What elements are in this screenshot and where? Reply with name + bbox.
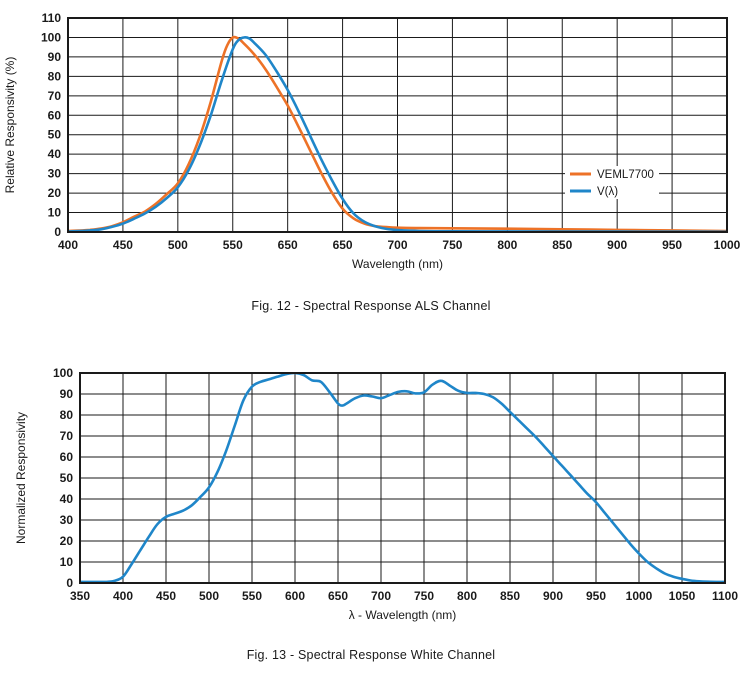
y-axis-title: Relative Responsivity (%) <box>3 57 17 194</box>
x-tick-labels: 400 450 500 550 650 650 700 750 800 850 900 950 1000 <box>58 238 741 252</box>
x-axis-title: Wavelength (nm) <box>352 257 443 271</box>
svg-text:50: 50 <box>48 128 62 142</box>
svg-text:750: 750 <box>414 589 434 603</box>
svg-text:400: 400 <box>113 589 133 603</box>
svg-text:20: 20 <box>60 534 74 548</box>
svg-text:1000: 1000 <box>626 589 653 603</box>
svg-text:100: 100 <box>41 30 61 44</box>
svg-text:500: 500 <box>199 589 219 603</box>
svg-text:600: 600 <box>285 589 305 603</box>
svg-text:750: 750 <box>442 238 462 252</box>
svg-text:80: 80 <box>60 408 74 422</box>
svg-text:60: 60 <box>60 450 74 464</box>
svg-text:550: 550 <box>223 238 243 252</box>
y-tick-labels: 0 10 20 30 40 50 60 70 80 90 100 110 <box>41 11 61 239</box>
plot-frame <box>79 372 726 584</box>
svg-text:550: 550 <box>242 589 262 603</box>
svg-text:800: 800 <box>457 589 477 603</box>
svg-text:350: 350 <box>70 589 90 603</box>
plot-frame <box>67 17 728 233</box>
legend-label-0: VEML7700 <box>597 169 654 181</box>
svg-text:1100: 1100 <box>712 589 738 603</box>
svg-text:850: 850 <box>500 589 520 603</box>
svg-text:0: 0 <box>66 576 73 590</box>
svg-text:50: 50 <box>60 471 74 485</box>
series-line-white-channel <box>80 373 725 583</box>
svg-text:650: 650 <box>278 238 298 252</box>
svg-text:0: 0 <box>54 225 61 239</box>
figure-12-caption: Fig. 12 - Spectral Response ALS Channel <box>251 299 491 313</box>
svg-text:40: 40 <box>48 147 62 161</box>
grid-lines <box>79 372 726 584</box>
legend-label-1: V(λ) <box>597 186 618 198</box>
svg-text:10: 10 <box>60 555 74 569</box>
chart-legend: VEML7700 V(λ) <box>565 166 659 199</box>
svg-text:950: 950 <box>586 589 606 603</box>
svg-text:400: 400 <box>58 238 78 252</box>
svg-text:500: 500 <box>168 238 188 252</box>
svg-text:900: 900 <box>607 238 627 252</box>
svg-text:90: 90 <box>48 50 62 64</box>
svg-text:850: 850 <box>552 238 572 252</box>
svg-text:70: 70 <box>60 429 74 443</box>
svg-text:100: 100 <box>53 366 73 380</box>
svg-text:1000: 1000 <box>714 238 741 252</box>
series-line-veml7700 <box>68 35 727 232</box>
svg-text:800: 800 <box>497 238 517 252</box>
svg-text:10: 10 <box>48 206 62 220</box>
svg-text:450: 450 <box>113 238 133 252</box>
x-tick-labels: 350 400 450 500 550 600 650 700 750 800 850 900 950 1… <box>70 589 738 603</box>
svg-text:700: 700 <box>371 589 391 603</box>
svg-text:650: 650 <box>328 589 348 603</box>
svg-text:30: 30 <box>60 513 74 527</box>
svg-text:1050: 1050 <box>669 589 696 603</box>
series-line-v- <box>68 36 727 232</box>
white-spectral-chart: 350 400 450 500 550 600 650 700 750 800 850 900 950 1… <box>14 366 738 622</box>
svg-text:700: 700 <box>387 238 407 252</box>
x-axis-title: λ - Wavelength (nm) <box>349 608 457 622</box>
svg-text:70: 70 <box>48 89 62 103</box>
svg-text:900: 900 <box>543 589 563 603</box>
svg-text:20: 20 <box>48 186 62 200</box>
y-axis-title: Normalized Responsivity <box>14 412 28 544</box>
svg-text:650: 650 <box>333 238 353 252</box>
svg-text:40: 40 <box>60 492 74 506</box>
als-spectral-chart: 400 450 500 550 650 650 700 750 800 850 900 950 1000… <box>3 11 741 271</box>
figure-13-caption: Fig. 13 - Spectral Response White Channe… <box>246 648 496 662</box>
y-tick-labels: 0 10 20 30 40 50 60 70 80 90 100 <box>53 366 73 590</box>
svg-text:30: 30 <box>48 167 62 181</box>
svg-text:90: 90 <box>60 387 74 401</box>
svg-text:950: 950 <box>662 238 682 252</box>
svg-text:60: 60 <box>48 108 62 122</box>
svg-text:80: 80 <box>48 69 62 83</box>
svg-text:110: 110 <box>42 11 62 25</box>
svg-text:450: 450 <box>156 589 176 603</box>
grid-lines <box>67 17 728 233</box>
